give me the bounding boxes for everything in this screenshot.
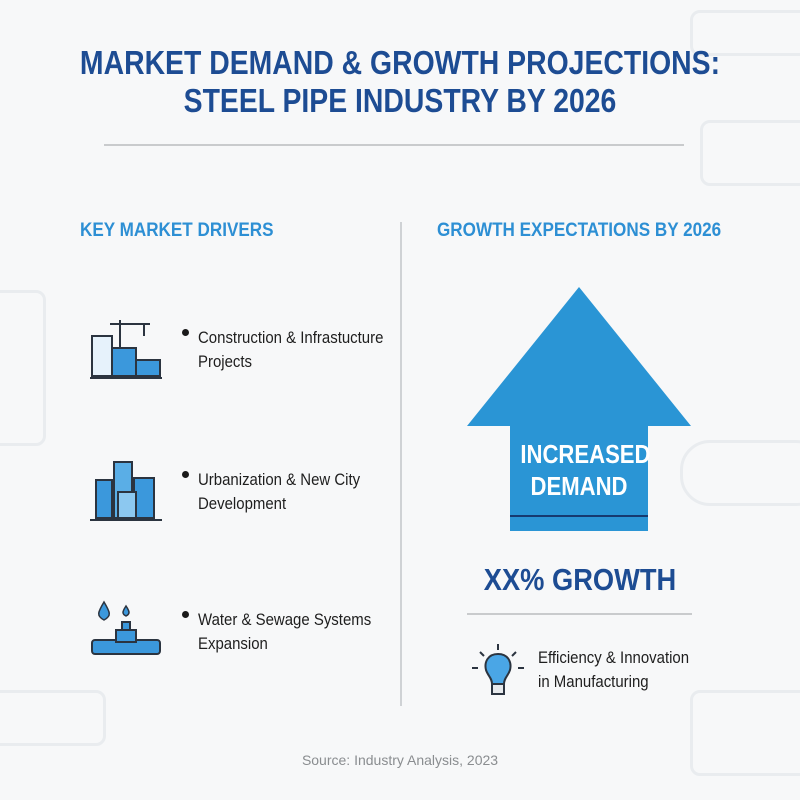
background-pipe xyxy=(690,10,800,56)
title-line-2: STEEL PIPE INDUSTRY BY 2026 xyxy=(183,82,617,119)
title-divider xyxy=(104,144,684,146)
arrow-label: INCREASED DEMAND xyxy=(520,438,651,502)
innovation-text: in Manufacturing xyxy=(538,672,649,691)
innovation-item: Efficiency & Innovation in Manufacturing xyxy=(470,642,710,698)
bullet xyxy=(182,329,189,336)
growth-value: XX% GROWTH xyxy=(483,562,677,597)
driver-text: Construction & Infrastucture xyxy=(198,328,384,347)
title-line-1: MARKET DEMAND & GROWTH PROJECTIONS: xyxy=(79,44,721,81)
water-pipe-valve-icon xyxy=(91,600,161,655)
background-pipe xyxy=(0,690,106,746)
background-pipe xyxy=(690,690,800,776)
driver-text: Urbanization & New City xyxy=(198,470,361,489)
city-buildings-icon xyxy=(90,461,162,521)
lightbulb-icon xyxy=(472,644,524,695)
bullet xyxy=(182,611,189,618)
background-pipe xyxy=(0,290,46,446)
bullet xyxy=(182,471,189,478)
driver-text: Projects xyxy=(198,352,253,371)
growth-divider xyxy=(467,613,692,615)
key-drivers-heading: KEY MARKET DRIVERS xyxy=(80,220,274,241)
driver-item-water: Water & Sewage Systems Expansion xyxy=(88,600,395,664)
growth-heading: GROWTH EXPECTATIONS BY 2026 xyxy=(437,220,722,241)
driver-text: Water & Sewage Systems xyxy=(198,610,372,629)
source-note: Source: Industry Analysis, 2023 xyxy=(301,752,499,768)
driver-text: Expansion xyxy=(198,634,268,653)
driver-item-urbanization: Urbanization & New City Development xyxy=(88,460,382,524)
arrow-label-line: INCREASED xyxy=(520,439,651,469)
page-title: MARKET DEMAND & GROWTH PROJECTIONS: STEE… xyxy=(56,44,744,120)
column-divider xyxy=(400,222,402,706)
driver-text: Development xyxy=(198,494,287,513)
innovation-text: Efficiency & Innovation xyxy=(538,648,690,667)
driver-item-construction: Construction & Infrastucture Projects xyxy=(88,318,409,382)
background-pipe xyxy=(700,120,800,186)
construction-crane-building-icon xyxy=(90,320,162,379)
background-pipe xyxy=(680,440,800,506)
arrow-label-line: DEMAND xyxy=(530,471,628,501)
